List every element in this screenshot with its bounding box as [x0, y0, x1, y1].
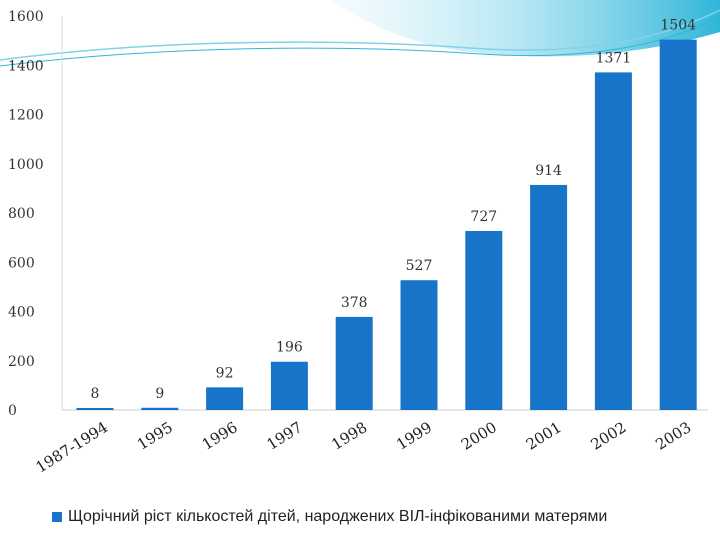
- x-category-label: 2002: [588, 418, 630, 454]
- bar-2002: [594, 72, 632, 411]
- x-axis-category-labels: 1987-1994 1995 1996 1997 1998 1999 2000 2001 200…: [33, 418, 695, 476]
- bar-1987-1994: [76, 408, 114, 410]
- x-category-label: 2003: [652, 418, 694, 454]
- x-category-label: 2000: [458, 418, 500, 454]
- data-labels: 8 9 92 196 378 527 727 914 1371 1504: [91, 18, 697, 402]
- chart-legend: Щорічний ріст кількостей дітей, народжен…: [52, 508, 607, 526]
- data-label: 378: [341, 295, 368, 311]
- header-swoosh-decoration: [0, 0, 720, 67]
- bar-2000: [465, 230, 503, 410]
- data-label: 9: [155, 386, 164, 402]
- y-tick-label: 600: [8, 255, 35, 271]
- x-category-label: 1998: [328, 418, 370, 454]
- bar-1995: [141, 407, 179, 410]
- y-tick-label: 200: [8, 354, 35, 370]
- x-category-label: 2001: [523, 418, 565, 454]
- y-tick-label: 1000: [8, 157, 44, 173]
- y-axis-ticks: 0 200 400 600 800 1000 1200 1400 1600: [8, 9, 44, 419]
- bar-1996: [206, 387, 244, 410]
- swoosh-line: [0, 15, 720, 67]
- y-tick-label: 0: [8, 403, 17, 419]
- y-tick-label: 1400: [8, 58, 44, 74]
- data-label: 727: [470, 209, 497, 225]
- data-label: 914: [535, 163, 562, 179]
- y-tick-label: 800: [8, 206, 35, 222]
- data-label: 196: [276, 340, 303, 356]
- x-category-label: 1997: [264, 418, 306, 454]
- data-label: 527: [406, 258, 433, 274]
- x-category-label: 1999: [393, 418, 435, 454]
- y-tick-label: 1600: [8, 9, 44, 25]
- y-tick-label: 400: [8, 305, 35, 321]
- data-label: 92: [216, 365, 234, 381]
- x-category-label: 1996: [199, 418, 241, 454]
- bar-1998: [335, 316, 373, 410]
- bar-1999: [400, 280, 438, 410]
- bar-2003: [659, 39, 697, 410]
- x-category-label: 1987-1994: [33, 418, 112, 476]
- legend-label: Щорічний ріст кількостей дітей, народжен…: [68, 508, 608, 525]
- data-label: 1371: [596, 50, 632, 66]
- data-label: 1504: [660, 18, 696, 34]
- bar-series: [76, 39, 697, 411]
- x-category-label: 1995: [134, 418, 176, 454]
- bar-2001: [530, 184, 568, 410]
- legend-swatch: [52, 512, 62, 522]
- swoosh-line: [0, 9, 720, 61]
- y-tick-label: 1200: [8, 108, 44, 124]
- data-label: 8: [91, 386, 100, 402]
- bar-1997: [270, 361, 308, 410]
